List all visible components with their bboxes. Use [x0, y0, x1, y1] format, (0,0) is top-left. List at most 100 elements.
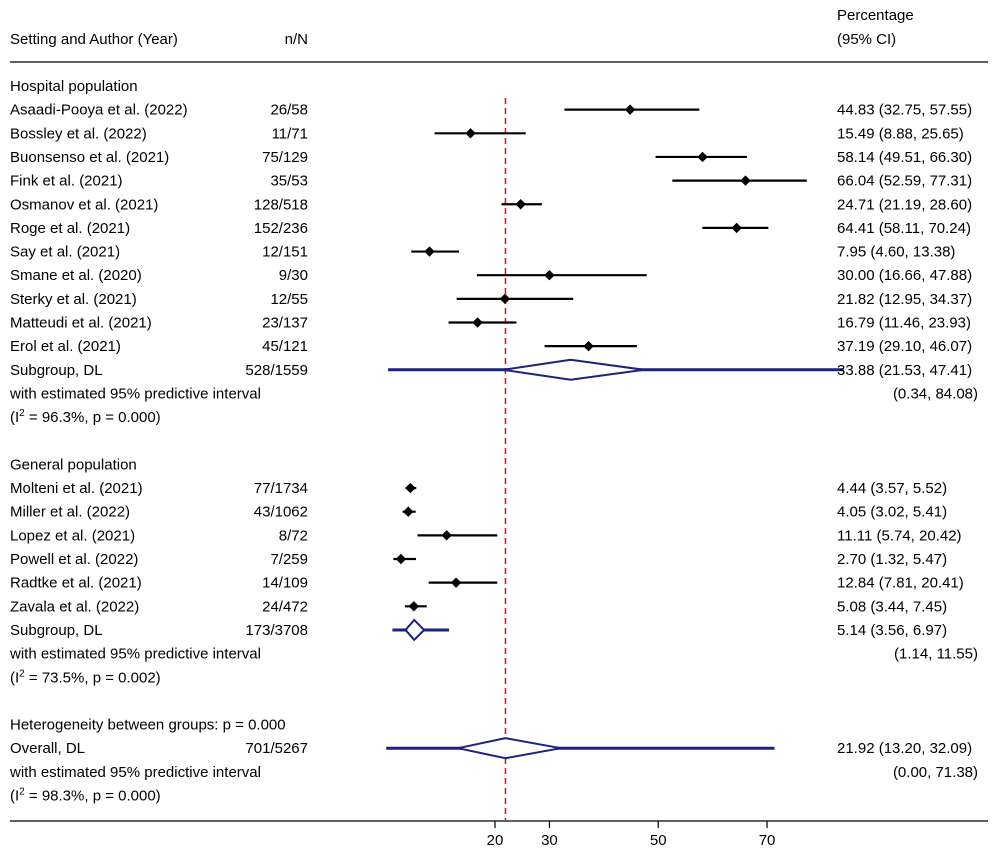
study-ci-label: 37.19 (29.10, 46.07): [837, 338, 972, 355]
study-ci-label: 66.04 (52.59, 77.31): [837, 173, 972, 190]
overall-predictive-interval-value: (0.00, 71.38): [893, 764, 978, 781]
study-column-header: Setting and Author (Year): [10, 31, 178, 48]
study-ci-label: 4.44 (3.57, 5.52): [837, 480, 947, 497]
study-ci-label: 11.11 (5.74, 20.42): [837, 527, 962, 544]
subgroup-heterogeneity-label: (I2 = 96.3%, p = 0.000): [10, 408, 161, 426]
study-n-label: 12/151: [262, 244, 308, 261]
study-ci-label: 64.41 (58.11, 70.24): [837, 220, 971, 237]
study-point-estimate: [465, 128, 476, 139]
study-n-label: 35/53: [270, 173, 308, 190]
x-axis-tick-label: 70: [759, 832, 776, 849]
study-point-estimate: [408, 601, 420, 612]
study-author-label: Asaadi-Pooya et al. (2022): [10, 102, 188, 119]
subgroup-diamond: [404, 618, 426, 642]
study-n-label: 23/137: [262, 315, 308, 332]
study-n-label: 26/58: [270, 102, 308, 119]
study-author-label: Matteudi et al. (2021): [10, 315, 152, 332]
study-ci-label: 58.14 (49.51, 66.30): [837, 149, 972, 166]
study-ci-label: 5.08 (3.44, 7.45): [837, 598, 947, 615]
study-author-label: Roge et al. (2021): [10, 220, 130, 237]
study-point-estimate: [499, 293, 511, 305]
study-point-estimate: [544, 270, 555, 281]
study-point-estimate: [424, 246, 435, 257]
study-point-estimate: [583, 340, 594, 352]
study-point-estimate: [472, 317, 483, 328]
x-axis-tick-label: 20: [487, 832, 504, 849]
overall-predictive-interval-label: with estimated 95% predictive interval: [9, 764, 261, 781]
study-author-label: Powell et al. (2022): [10, 551, 138, 568]
study-n-label: 75/129: [262, 149, 308, 166]
study-author-label: Bossley et al. (2022): [10, 125, 147, 142]
study-n-label: 8/72: [279, 527, 308, 544]
overall-ci-label: 21.92 (13.20, 32.09): [837, 740, 972, 757]
x-axis-tick-label: 30: [541, 832, 558, 849]
study-ci-label: 4.05 (3.02, 5.41): [837, 504, 947, 521]
subgroup-ci-label: 5.14 (3.56, 6.97): [837, 622, 947, 639]
study-author-label: Erol et al. (2021): [10, 338, 121, 355]
subgroup-label: Subgroup, DL: [10, 362, 103, 379]
study-author-label: Osmanov et al. (2021): [10, 196, 158, 213]
study-ci-label: 44.83 (32.75, 57.55): [837, 102, 972, 119]
n-column-header: n/N: [284, 31, 308, 48]
study-point-estimate: [515, 199, 526, 210]
study-n-label: 43/1062: [254, 504, 308, 521]
study-author-label: Fink et al. (2021): [10, 173, 123, 190]
study-point-estimate: [450, 577, 462, 588]
study-author-label: Lopez et al. (2021): [10, 527, 135, 544]
study-ci-label: 15.49 (8.88, 25.65): [837, 125, 964, 142]
study-author-label: Sterky et al. (2021): [10, 291, 137, 308]
study-author-label: Miller et al. (2022): [10, 504, 130, 521]
study-author-label: Zavala et al. (2022): [10, 598, 139, 615]
subgroup-diamond: [503, 358, 645, 381]
study-ci-label: 16.79 (11.46, 23.93): [837, 315, 971, 332]
study-n-label: 14/109: [262, 575, 308, 592]
subgroup-n-label: 528/1559: [245, 362, 308, 379]
study-ci-label: 12.84 (7.81, 20.41): [837, 575, 964, 592]
subgroup-label: Subgroup, DL: [10, 622, 103, 639]
subgroup-heterogeneity-label: (I2 = 73.5%, p = 0.002): [10, 668, 161, 686]
group-label: Hospital population: [10, 78, 138, 95]
study-n-label: 24/472: [262, 598, 308, 615]
study-ci-label: 21.82 (12.95, 34.37): [837, 291, 972, 308]
study-author-label: Say et al. (2021): [10, 244, 120, 261]
study-author-label: Radtke et al. (2021): [10, 575, 142, 592]
study-point-estimate: [403, 506, 414, 517]
study-ci-label: 30.00 (16.66, 47.88): [837, 267, 972, 284]
study-n-label: 77/1734: [254, 480, 308, 497]
study-ci-label: 24.71 (21.19, 28.60): [837, 196, 972, 213]
study-n-label: 11/71: [272, 125, 308, 142]
group-label: General population: [10, 456, 137, 473]
study-point-estimate: [441, 530, 452, 541]
overall-diamond: [457, 737, 561, 760]
subgroup-ci-label: 33.88 (21.53, 47.41): [837, 362, 972, 379]
ci-column-header: (95% CI): [837, 31, 897, 48]
overall-n-label: 701/5267: [245, 740, 308, 757]
study-author-label: Buonsenso et al. (2021): [10, 149, 169, 166]
heterogeneity-between-groups-label: Heterogeneity between groups: p = 0.000: [10, 717, 286, 734]
study-point-estimate: [624, 104, 636, 115]
x-axis-tick-label: 50: [650, 832, 667, 849]
study-point-estimate: [731, 222, 742, 234]
study-n-label: 152/236: [254, 220, 308, 237]
predictive-interval-value: (0.34, 84.08): [893, 385, 978, 402]
study-point-estimate: [697, 151, 708, 163]
percentage-column-header: Percentage: [837, 7, 914, 24]
study-point-estimate: [395, 553, 407, 565]
study-author-label: Molteni et al. (2021): [10, 480, 143, 497]
study-point-estimate: [740, 175, 751, 186]
overall-heterogeneity-label: (I2 = 98.3%, p = 0.000): [10, 787, 161, 805]
overall-label: Overall, DL: [10, 740, 85, 757]
study-n-label: 45/121: [262, 338, 308, 355]
subgroup-n-label: 173/3708: [245, 622, 308, 639]
study-point-estimate: [405, 482, 416, 494]
study-n-label: 7/259: [270, 551, 308, 568]
study-n-label: 128/518: [254, 196, 308, 213]
predictive-interval-value: (1.14, 11.55): [894, 646, 978, 663]
predictive-interval-label: with estimated 95% predictive interval: [9, 646, 261, 663]
study-n-label: 12/55: [270, 291, 308, 308]
study-ci-label: 2.70 (1.32, 5.47): [837, 551, 947, 568]
predictive-interval-label: with estimated 95% predictive interval: [9, 385, 261, 402]
study-n-label: 9/30: [279, 267, 308, 284]
